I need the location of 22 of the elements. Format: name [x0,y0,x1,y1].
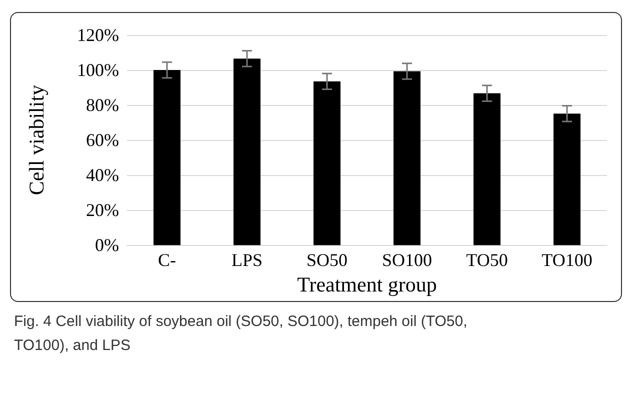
y-tick-label: 100% [77,60,119,80]
bar [234,58,260,246]
x-tick-label: SO50 [306,250,348,270]
y-tick-label: 0% [95,235,119,256]
bar [314,81,340,246]
y-axis-title: Cell viability [24,84,48,196]
bar [154,70,180,246]
y-tick-label: 40% [86,165,119,186]
bar [554,114,580,246]
bar [474,93,500,246]
x-tick-label: TO100 [542,250,592,270]
y-tick-label: 60% [86,130,119,150]
x-axis-title: Treatment group [297,272,437,296]
bar [394,71,420,246]
x-tick-label: TO50 [466,250,508,270]
caption: Fig. 4 Cell viability of soybean oil (SO50, SO100), tempeh oil (TO50, TO100), and LPS [14,312,468,356]
x-tick-label: C- [158,250,176,270]
x-tick-label: LPS [231,250,263,270]
x-tick-label: SO100 [382,250,432,270]
y-tick-label: 120% [77,25,119,45]
y-tick-label: 80% [86,95,119,116]
y-tick-label: 20% [86,200,119,220]
